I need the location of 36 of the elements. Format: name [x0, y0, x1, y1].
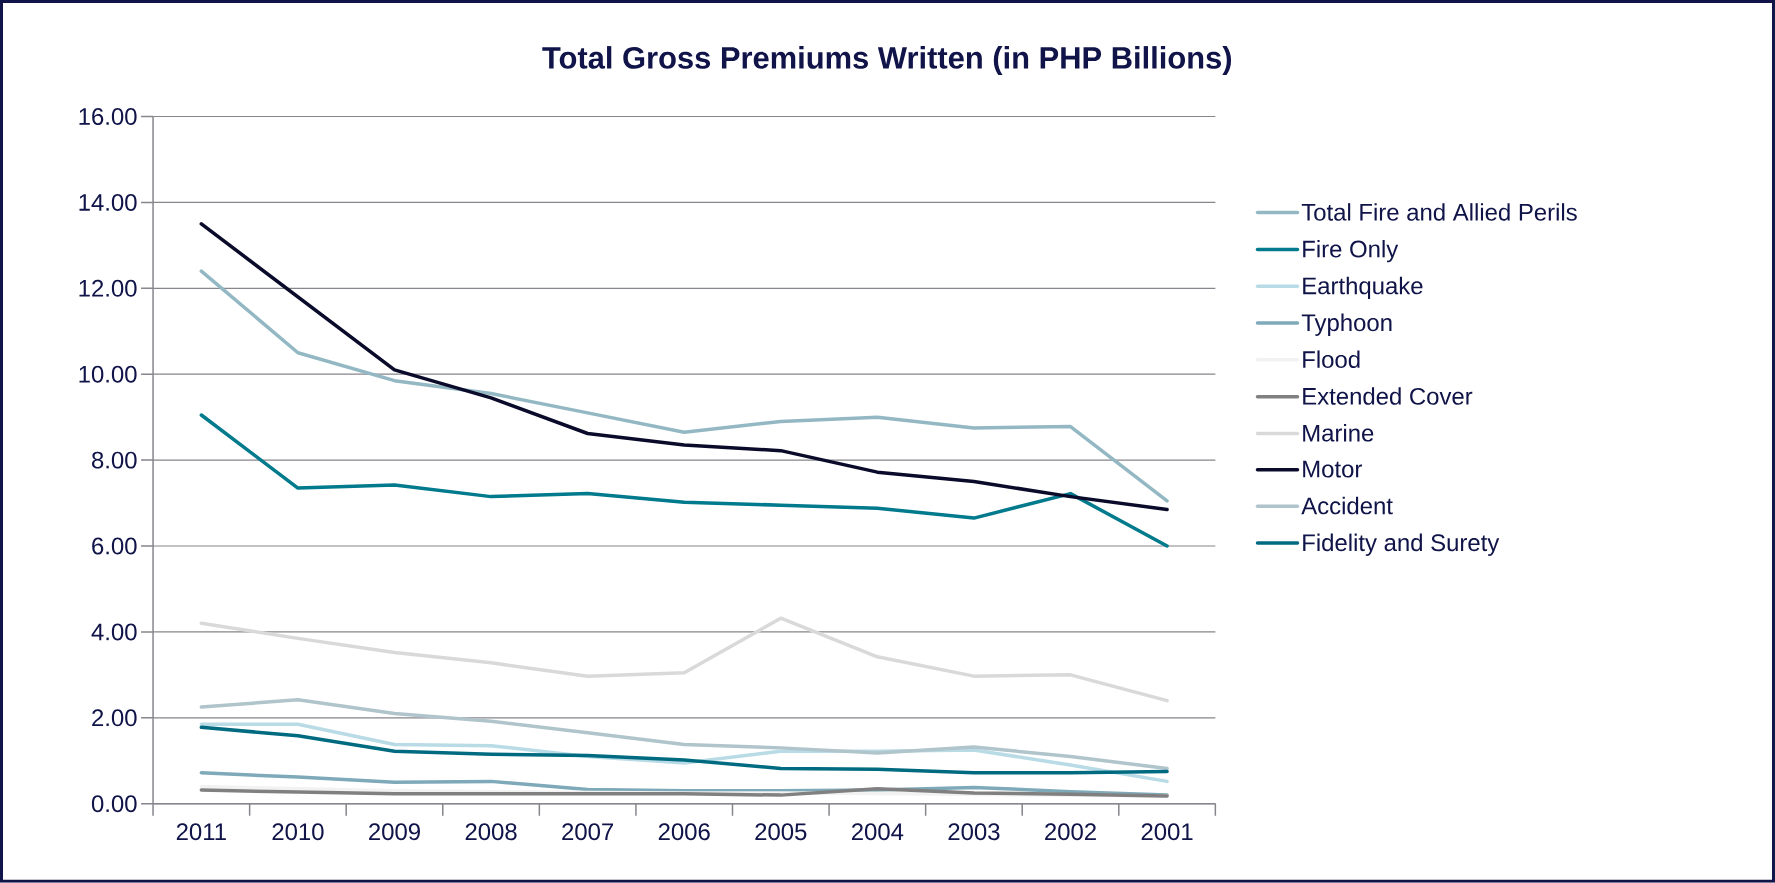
- y-tick-label: 0.00: [91, 795, 137, 813]
- legend-label: Flood: [1303, 350, 1360, 369]
- x-tick-label: 2011: [176, 823, 226, 841]
- x-tick-label: 2005: [755, 823, 807, 841]
- y-tick-label: 12.00: [79, 279, 137, 297]
- legend-label: Extended Cover: [1303, 387, 1473, 405]
- legend-label: Fire Only: [1303, 240, 1399, 263]
- line-series: [199, 616, 1169, 703]
- x-tick-label: 2008: [465, 823, 517, 841]
- legend-label: Earthquake: [1303, 276, 1423, 300]
- x-tick-label: 2007: [562, 823, 614, 841]
- line-series: [199, 269, 1169, 503]
- y-tick-label: 14.00: [79, 194, 137, 212]
- line-series: [199, 413, 1169, 548]
- x-tick-label: 2006: [658, 823, 710, 841]
- legend-label: Accident: [1301, 496, 1393, 515]
- chart-title: Total Gross Premiums Written (in PHP Billions): [542, 46, 1232, 76]
- x-tick-label: 2002: [1045, 823, 1096, 841]
- legend-label: Fidelity and Surety: [1303, 533, 1500, 557]
- x-tick-label: 2010: [272, 823, 324, 841]
- y-tick-label: 8.00: [92, 451, 137, 469]
- line-series: [199, 698, 1169, 771]
- x-tick-label: 2004: [851, 823, 904, 841]
- y-tick-label: 4.00: [91, 623, 137, 641]
- legend-label: Motor: [1303, 460, 1362, 478]
- x-tick-label: 2001: [1141, 823, 1193, 841]
- legend-label: Total Fire and Allied Perils: [1301, 203, 1577, 221]
- legend-label: Marine: [1303, 424, 1374, 442]
- legend-label: Typhoon: [1301, 313, 1392, 337]
- y-tick-label: 10.00: [79, 365, 137, 383]
- y-tick-label: 16.00: [79, 108, 137, 126]
- x-tick-label: 2009: [369, 823, 420, 841]
- y-tick-label: 2.00: [92, 709, 137, 727]
- x-tick-label: 2003: [948, 823, 1000, 841]
- line-series: [199, 725, 1169, 775]
- y-tick-label: 6.00: [92, 537, 137, 555]
